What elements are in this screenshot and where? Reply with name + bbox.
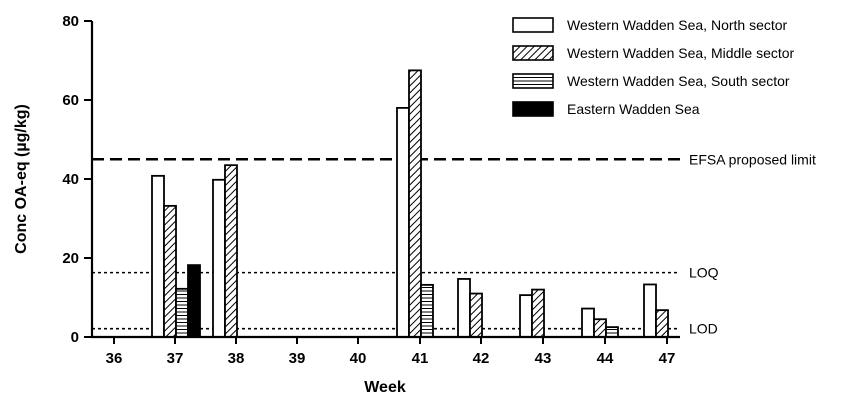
x-tick-label: 39 — [289, 350, 306, 367]
bar-western-wadden-sea-middle-sector-week-43 — [531, 288, 545, 338]
y-tick-label: 40 — [62, 171, 79, 188]
x-tick-label: 36 — [106, 350, 123, 367]
bar-western-wadden-sea-south-sector-week-41 — [420, 283, 434, 338]
bar-western-wadden-sea-north-sector-week-37 — [151, 174, 165, 338]
legend: Western Wadden Sea, North sector Western … — [512, 17, 795, 117]
x-tick-label: 38 — [228, 350, 245, 367]
bar-western-wadden-sea-middle-sector-week-37 — [163, 204, 177, 338]
reference-label-efsa-proposed-limit: EFSA proposed limit — [689, 151, 816, 167]
bars — [151, 69, 669, 338]
bar-western-wadden-sea-middle-sector-week-38 — [224, 164, 238, 338]
x-tick-label: 42 — [473, 350, 490, 367]
legend-swatch-western-wadden-sea-north-sector — [512, 17, 554, 33]
y-axis-title: Conc OA-eq (µg/kg) — [13, 104, 30, 254]
y-tick-label: 20 — [62, 250, 79, 267]
bar-western-wadden-sea-middle-sector-week-47 — [655, 309, 669, 338]
legend-label-eastern-wadden-sea: Eastern Wadden Sea — [567, 101, 700, 117]
x-tick-label: 41 — [412, 350, 429, 367]
x-tick-label: 40 — [350, 350, 367, 367]
x-tick-label: 37 — [167, 350, 184, 367]
bar-western-wadden-sea-north-sector-week-44 — [581, 307, 595, 338]
bar-western-wadden-sea-north-sector-week-47 — [643, 283, 657, 338]
legend-swatch-western-wadden-sea-south-sector — [512, 73, 554, 89]
bar-western-wadden-sea-middle-sector-week-42 — [469, 292, 483, 338]
y-tick-label: 60 — [62, 92, 79, 109]
legend-swatch-eastern-wadden-sea — [512, 101, 554, 117]
legend-swatch-western-wadden-sea-middle-sector — [512, 45, 554, 61]
y-ticks: 0 20 40 60 80 — [62, 13, 92, 346]
legend-label-western-wadden-sea-north-sector: Western Wadden Sea, North sector — [567, 17, 788, 33]
bar-western-wadden-sea-north-sector-week-38 — [212, 178, 226, 338]
bar-western-wadden-sea-north-sector-week-43 — [519, 294, 533, 338]
bar-western-wadden-sea-north-sector-week-42 — [457, 278, 471, 338]
y-tick-label: 80 — [62, 13, 79, 30]
y-tick-label: 0 — [71, 329, 79, 346]
bar-western-wadden-sea-middle-sector-week-44 — [593, 318, 607, 338]
x-axis-title: Week — [364, 379, 406, 396]
x-tick-label: 47 — [659, 350, 676, 367]
x-tick-label: 44 — [597, 350, 614, 367]
bar-western-wadden-sea-south-sector-week-37 — [175, 287, 189, 338]
bar-western-wadden-sea-middle-sector-week-41 — [408, 69, 422, 338]
reference-label-loq: LOQ — [689, 265, 719, 281]
bar-western-wadden-sea-south-sector-week-44 — [605, 326, 619, 338]
x-tick-label: 43 — [535, 350, 552, 367]
bar-western-wadden-sea-north-sector-week-41 — [396, 107, 410, 338]
bar-eastern-wadden-sea-week-37 — [187, 264, 201, 338]
x-ticks: 36 37 38 39 40 41 42 43 44 47 — [106, 337, 676, 367]
reference-label-lod: LOD — [689, 321, 718, 337]
legend-label-western-wadden-sea-south-sector: Western Wadden Sea, South sector — [567, 73, 790, 89]
legend-label-western-wadden-sea-middle-sector: Western Wadden Sea, Middle sector — [567, 45, 795, 61]
